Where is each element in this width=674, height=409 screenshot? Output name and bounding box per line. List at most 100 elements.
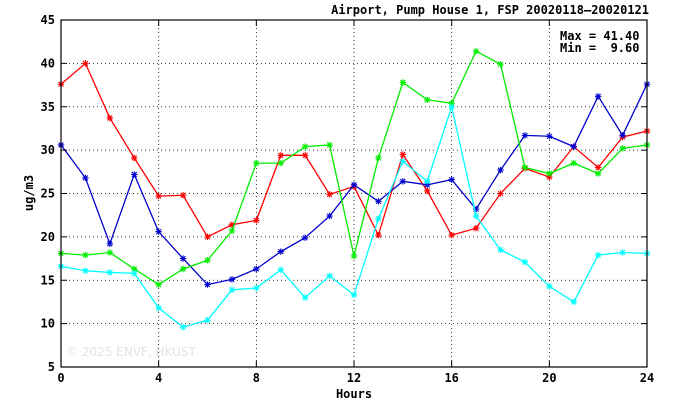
series-3-point-5 [179,323,187,331]
series-group [57,48,651,331]
series-1-point-9 [277,248,284,255]
series-2-point-14 [399,79,407,86]
series-2-point-4 [155,281,162,288]
series-3-point-13 [375,215,382,222]
series-0-point-16 [448,231,455,239]
series-3-point-21 [570,298,577,306]
y-tick-label-4: 25 [41,187,55,201]
series-1-point-2 [106,240,114,248]
series-3-point-1 [82,267,89,274]
series-2-point-17 [472,48,480,55]
series-2-point-8 [253,159,260,167]
series-1-point-18 [497,166,504,174]
series-2-point-5 [179,265,187,273]
series-3-point-7 [228,286,236,293]
series-1-point-21 [570,143,577,150]
series-3-point-4 [155,304,162,312]
series-0-point-17 [472,225,480,232]
series-1-point-11 [326,212,333,220]
series-0-point-1 [82,60,89,67]
watermark: © 2025 ENVF, HKUST [66,345,196,359]
series-3-point-8 [253,284,260,292]
series-0-point-4 [155,192,162,200]
series-2-point-6 [204,257,211,264]
series-2-point-11 [326,141,333,149]
series-2-point-18 [497,61,504,68]
series-1-point-6 [204,281,211,288]
series-1-point-20 [546,133,553,140]
series-0-point-22 [594,164,602,171]
series-0-point-3 [131,154,138,162]
series-2-point-22 [594,170,602,177]
series-1-point-1 [82,174,89,182]
axis-ticks: 0 4 8 12 16 20 24 5 10 15 20 25 30 35 40 45 [41,13,655,385]
series-3-point-10 [301,294,309,301]
series-1-point-19 [521,132,529,139]
series-2-point-2 [106,249,114,256]
x-tick-label-2: 8 [253,371,260,385]
x-tick-label-0: 0 [57,371,64,385]
series-0-point-14 [399,151,407,158]
series-3-point-17 [472,212,480,220]
series-1-point-4 [155,228,162,235]
series-1-point-10 [301,234,309,241]
chart-title: Airport, Pump House 1, FSP 20020118–2002… [331,3,649,17]
y-tick-label-3: 20 [41,230,55,244]
series-1-point-23 [619,132,626,139]
series-0-point-11 [326,191,333,198]
series-2-point-15 [424,96,431,104]
series-2-point-12 [350,252,358,260]
series-2-point-7 [228,227,236,235]
x-tick-label-6: 24 [640,371,654,385]
y-tick-label-0: 5 [48,360,55,374]
series-1-point-14 [399,178,407,185]
series-3-point-19 [521,258,529,266]
series-2-point-9 [277,159,284,167]
series-3-point-18 [497,246,504,254]
max-label: Max = 41.40 [560,29,639,43]
series-1-point-5 [179,255,187,262]
series-0-point-8 [253,217,260,224]
y-tick-label-7: 40 [41,56,55,70]
y-tick-label-2: 15 [41,273,55,287]
series-3-point-20 [546,283,553,290]
x-tick-label-1: 4 [155,371,162,385]
series-3-point-14 [399,158,407,165]
x-axis-label: Hours [336,387,372,401]
y-axis-label: ug/m3 [22,175,36,211]
series-1-point-3 [131,171,138,178]
x-tick-label-3: 12 [347,371,361,385]
series-3-point-15 [424,178,431,185]
series-1-point-22 [594,93,602,100]
series-3-point-11 [326,272,333,280]
series-3-point-22 [594,251,602,259]
series-0-point-13 [375,231,382,239]
series-2-point-21 [570,159,577,167]
series-2-point-23 [619,145,626,152]
min-label: Min = 9.60 [560,41,639,55]
y-tick-label-8: 45 [41,13,55,27]
series-0-point-9 [277,152,284,159]
series-0-point-18 [497,190,504,197]
series-2-point-20 [546,170,553,177]
series-1-point-7 [228,276,236,283]
series-0-point-15 [424,187,431,195]
series-2-point-1 [82,251,89,259]
series-2-point-19 [521,164,529,171]
series-3-point-2 [106,269,114,276]
y-tick-label-6: 35 [41,100,55,114]
series-3-point-9 [277,266,284,274]
series-3-point-12 [350,291,358,299]
y-tick-label-1: 10 [41,317,55,331]
series-0-point-6 [204,233,211,241]
x-tick-label-4: 16 [444,371,458,385]
series-1-point-12 [350,181,358,189]
series-3-point-16 [448,103,455,110]
series-0-point-2 [106,114,114,122]
series-0-point-5 [179,192,187,199]
grid-lines [61,20,647,367]
series-1-point-8 [253,265,260,273]
series-3-point-23 [619,249,626,256]
